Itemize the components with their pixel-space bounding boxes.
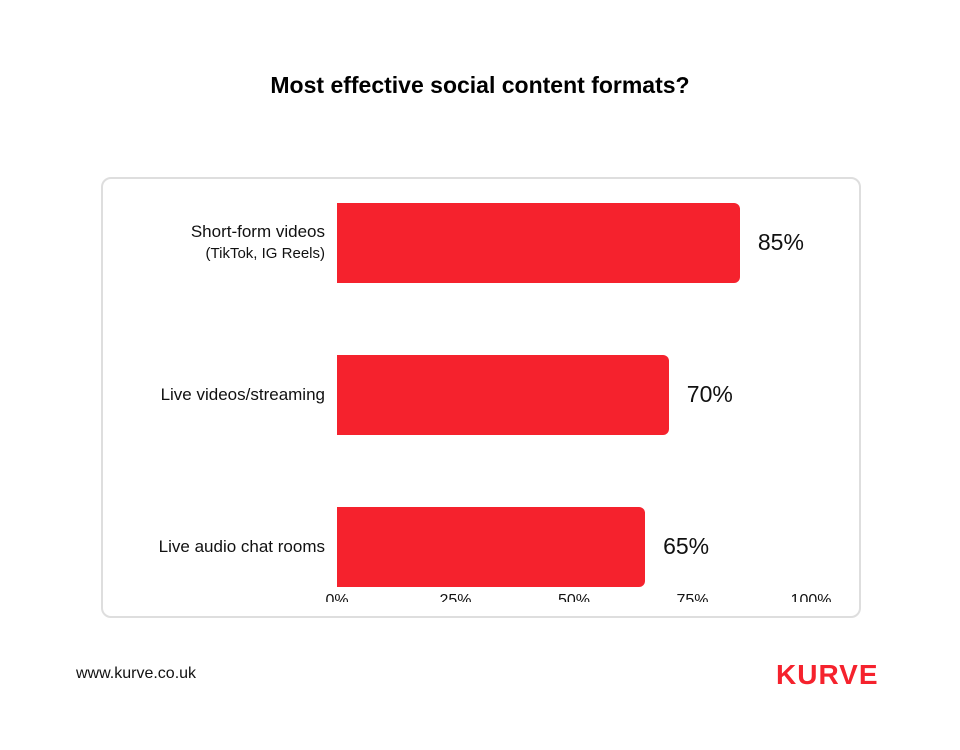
- bar-1: [337, 355, 669, 435]
- category-sublabel: (TikTok, IG Reels): [205, 245, 325, 262]
- category-label-2: Live audio chat rooms: [159, 536, 325, 558]
- category-label-text: Short-form videos: [190, 222, 325, 241]
- x-tick-label-1: 25%: [439, 592, 472, 602]
- x-tick-label-4: 100%: [790, 592, 832, 602]
- category-label-0: Short-form videos (TikTok, IG Reels): [191, 221, 325, 265]
- value-label-1: 70%: [686, 381, 733, 407]
- chart-title: Most effective social content formats?: [270, 72, 690, 98]
- x-tick-label-3: 75%: [676, 592, 709, 602]
- website-url[interactable]: www.kurve.co.uk: [76, 665, 197, 682]
- x-tick-label-0: 0%: [325, 592, 349, 602]
- bar-2: [337, 507, 646, 587]
- value-label-2: 65%: [663, 533, 710, 559]
- x-tick-label-2: 50%: [557, 592, 591, 602]
- category-label-text: Live audio chat rooms: [158, 537, 325, 556]
- value-label-0: 85%: [757, 229, 804, 255]
- category-label-1: Live videos/streaming: [161, 384, 325, 406]
- category-label-text: Live videos/streaming: [160, 385, 325, 404]
- kurve-logo: KURVE: [776, 659, 879, 690]
- plot-area: Short-form videos (TikTok, IG Reels) 85% Li…: [103, 179, 859, 602]
- bar-0: [337, 203, 740, 283]
- chart-card: Short-form videos (TikTok, IG Reels) 85% Li…: [101, 177, 861, 618]
